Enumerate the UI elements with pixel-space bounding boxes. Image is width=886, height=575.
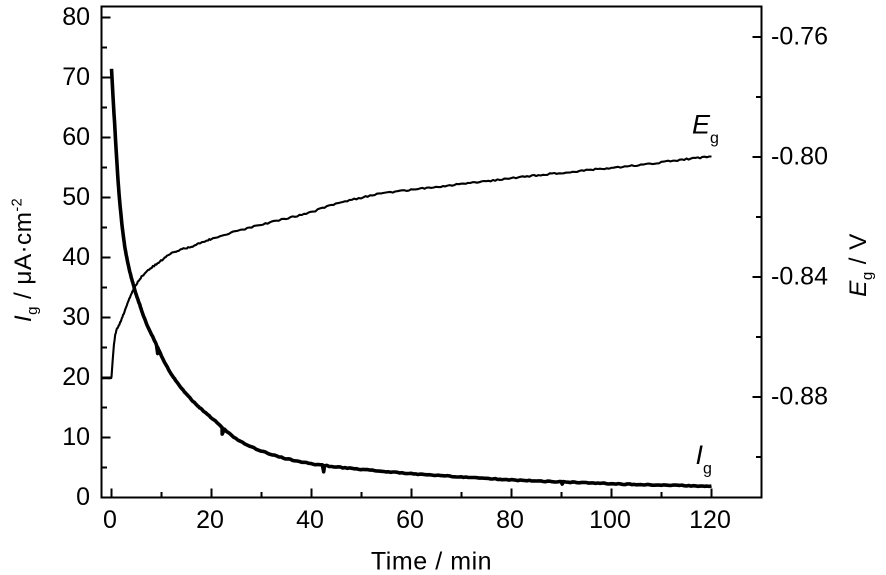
svg-text:40: 40 [62, 243, 90, 271]
svg-text:120: 120 [689, 506, 731, 534]
svg-text:0: 0 [103, 506, 117, 534]
svg-text:Eg / V: Eg / V [845, 233, 876, 297]
svg-text:70: 70 [62, 63, 90, 91]
svg-text:50: 50 [62, 183, 90, 211]
svg-text:100: 100 [589, 506, 631, 534]
svg-text:Ig / μA·cm-2: Ig / μA·cm-2 [10, 198, 42, 322]
svg-text:20: 20 [196, 506, 224, 534]
svg-text:-0.84: -0.84 [771, 263, 828, 291]
svg-text:80: 80 [62, 3, 90, 31]
svg-text:60: 60 [396, 506, 424, 534]
svg-text:-0.80: -0.80 [771, 143, 828, 171]
svg-text:Time / min: Time / min [371, 547, 492, 575]
svg-text:0: 0 [76, 483, 90, 511]
svg-text:80: 80 [496, 506, 524, 534]
svg-text:10: 10 [62, 423, 90, 451]
svg-text:60: 60 [62, 123, 90, 151]
svg-text:40: 40 [296, 506, 324, 534]
svg-text:30: 30 [62, 303, 90, 331]
svg-text:20: 20 [62, 363, 90, 391]
svg-text:-0.88: -0.88 [771, 383, 828, 411]
svg-text:-0.76: -0.76 [771, 23, 828, 51]
